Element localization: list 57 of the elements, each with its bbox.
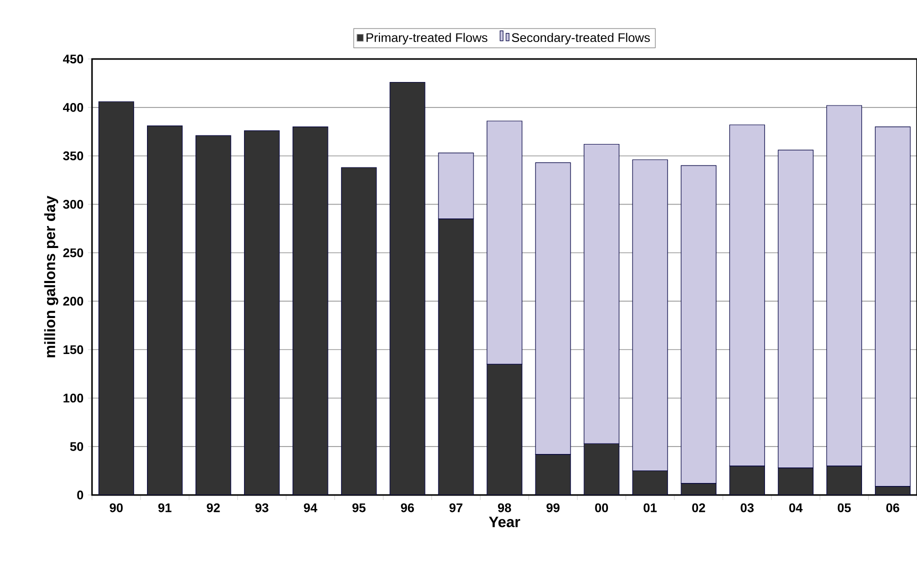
- legend-label: Secondary-treated Flows: [512, 32, 650, 45]
- x-tick-label: 00: [595, 503, 608, 512]
- bar: [390, 82, 425, 495]
- y-tick-label: 200: [63, 296, 84, 306]
- y-tick-label: 300: [63, 200, 84, 209]
- x-tick-label: 93: [255, 503, 268, 512]
- bar: [487, 364, 522, 495]
- bar: [147, 126, 182, 495]
- bar: [680, 165, 716, 484]
- x-tick-label: 03: [740, 503, 754, 512]
- bar: [730, 466, 765, 495]
- bar: [681, 483, 716, 495]
- bar: [341, 168, 376, 495]
- x-tick-label: 04: [789, 503, 803, 512]
- y-tick-label: 0: [77, 490, 84, 500]
- x-tick-label: 91: [158, 503, 172, 512]
- bar: [292, 126, 328, 495]
- bar: [584, 144, 620, 444]
- bar: [729, 124, 765, 466]
- y-tick-label: 250: [63, 248, 84, 258]
- bar: [535, 162, 571, 455]
- bar: [874, 486, 911, 495]
- y-axis-title: million gallons per day: [44, 196, 58, 358]
- y-tick-label: 150: [64, 345, 84, 354]
- x-tick-label: 90: [110, 503, 123, 512]
- x-tick-label: 01: [644, 503, 657, 512]
- bar: [438, 152, 474, 220]
- bar: [244, 130, 280, 495]
- x-tick-label: 94: [304, 503, 318, 512]
- y-tick-label: 450: [62, 54, 84, 64]
- bar: [632, 470, 668, 495]
- x-tick-label: 99: [546, 503, 560, 512]
- bar: [778, 150, 814, 468]
- bar: [196, 136, 231, 495]
- bar: [584, 444, 620, 495]
- x-tick-label: 96: [400, 503, 414, 512]
- x-tick-label: 02: [692, 503, 706, 512]
- y-tick-label: 400: [62, 103, 84, 112]
- bar: [536, 454, 571, 495]
- legend-label: Primary-treated Flows: [366, 32, 488, 45]
- x-tick-label: 05: [838, 503, 851, 512]
- bar: [438, 218, 474, 495]
- x-tick-label: 06: [886, 503, 900, 512]
- bar: [826, 466, 862, 495]
- x-tick-label: 97: [449, 503, 462, 512]
- bar: [632, 159, 668, 472]
- x-tick-label: 92: [206, 503, 220, 512]
- bar: [486, 120, 522, 364]
- y-tick-label: 350: [63, 151, 84, 160]
- bar: [98, 102, 134, 495]
- bar: [826, 105, 862, 466]
- y-tick-label: 50: [70, 442, 84, 451]
- bar: [778, 468, 814, 495]
- x-axis-title: Year: [488, 516, 520, 528]
- x-tick-label: 98: [498, 503, 512, 512]
- x-tick-label: 95: [352, 503, 366, 512]
- y-tick-label: 100: [64, 394, 84, 403]
